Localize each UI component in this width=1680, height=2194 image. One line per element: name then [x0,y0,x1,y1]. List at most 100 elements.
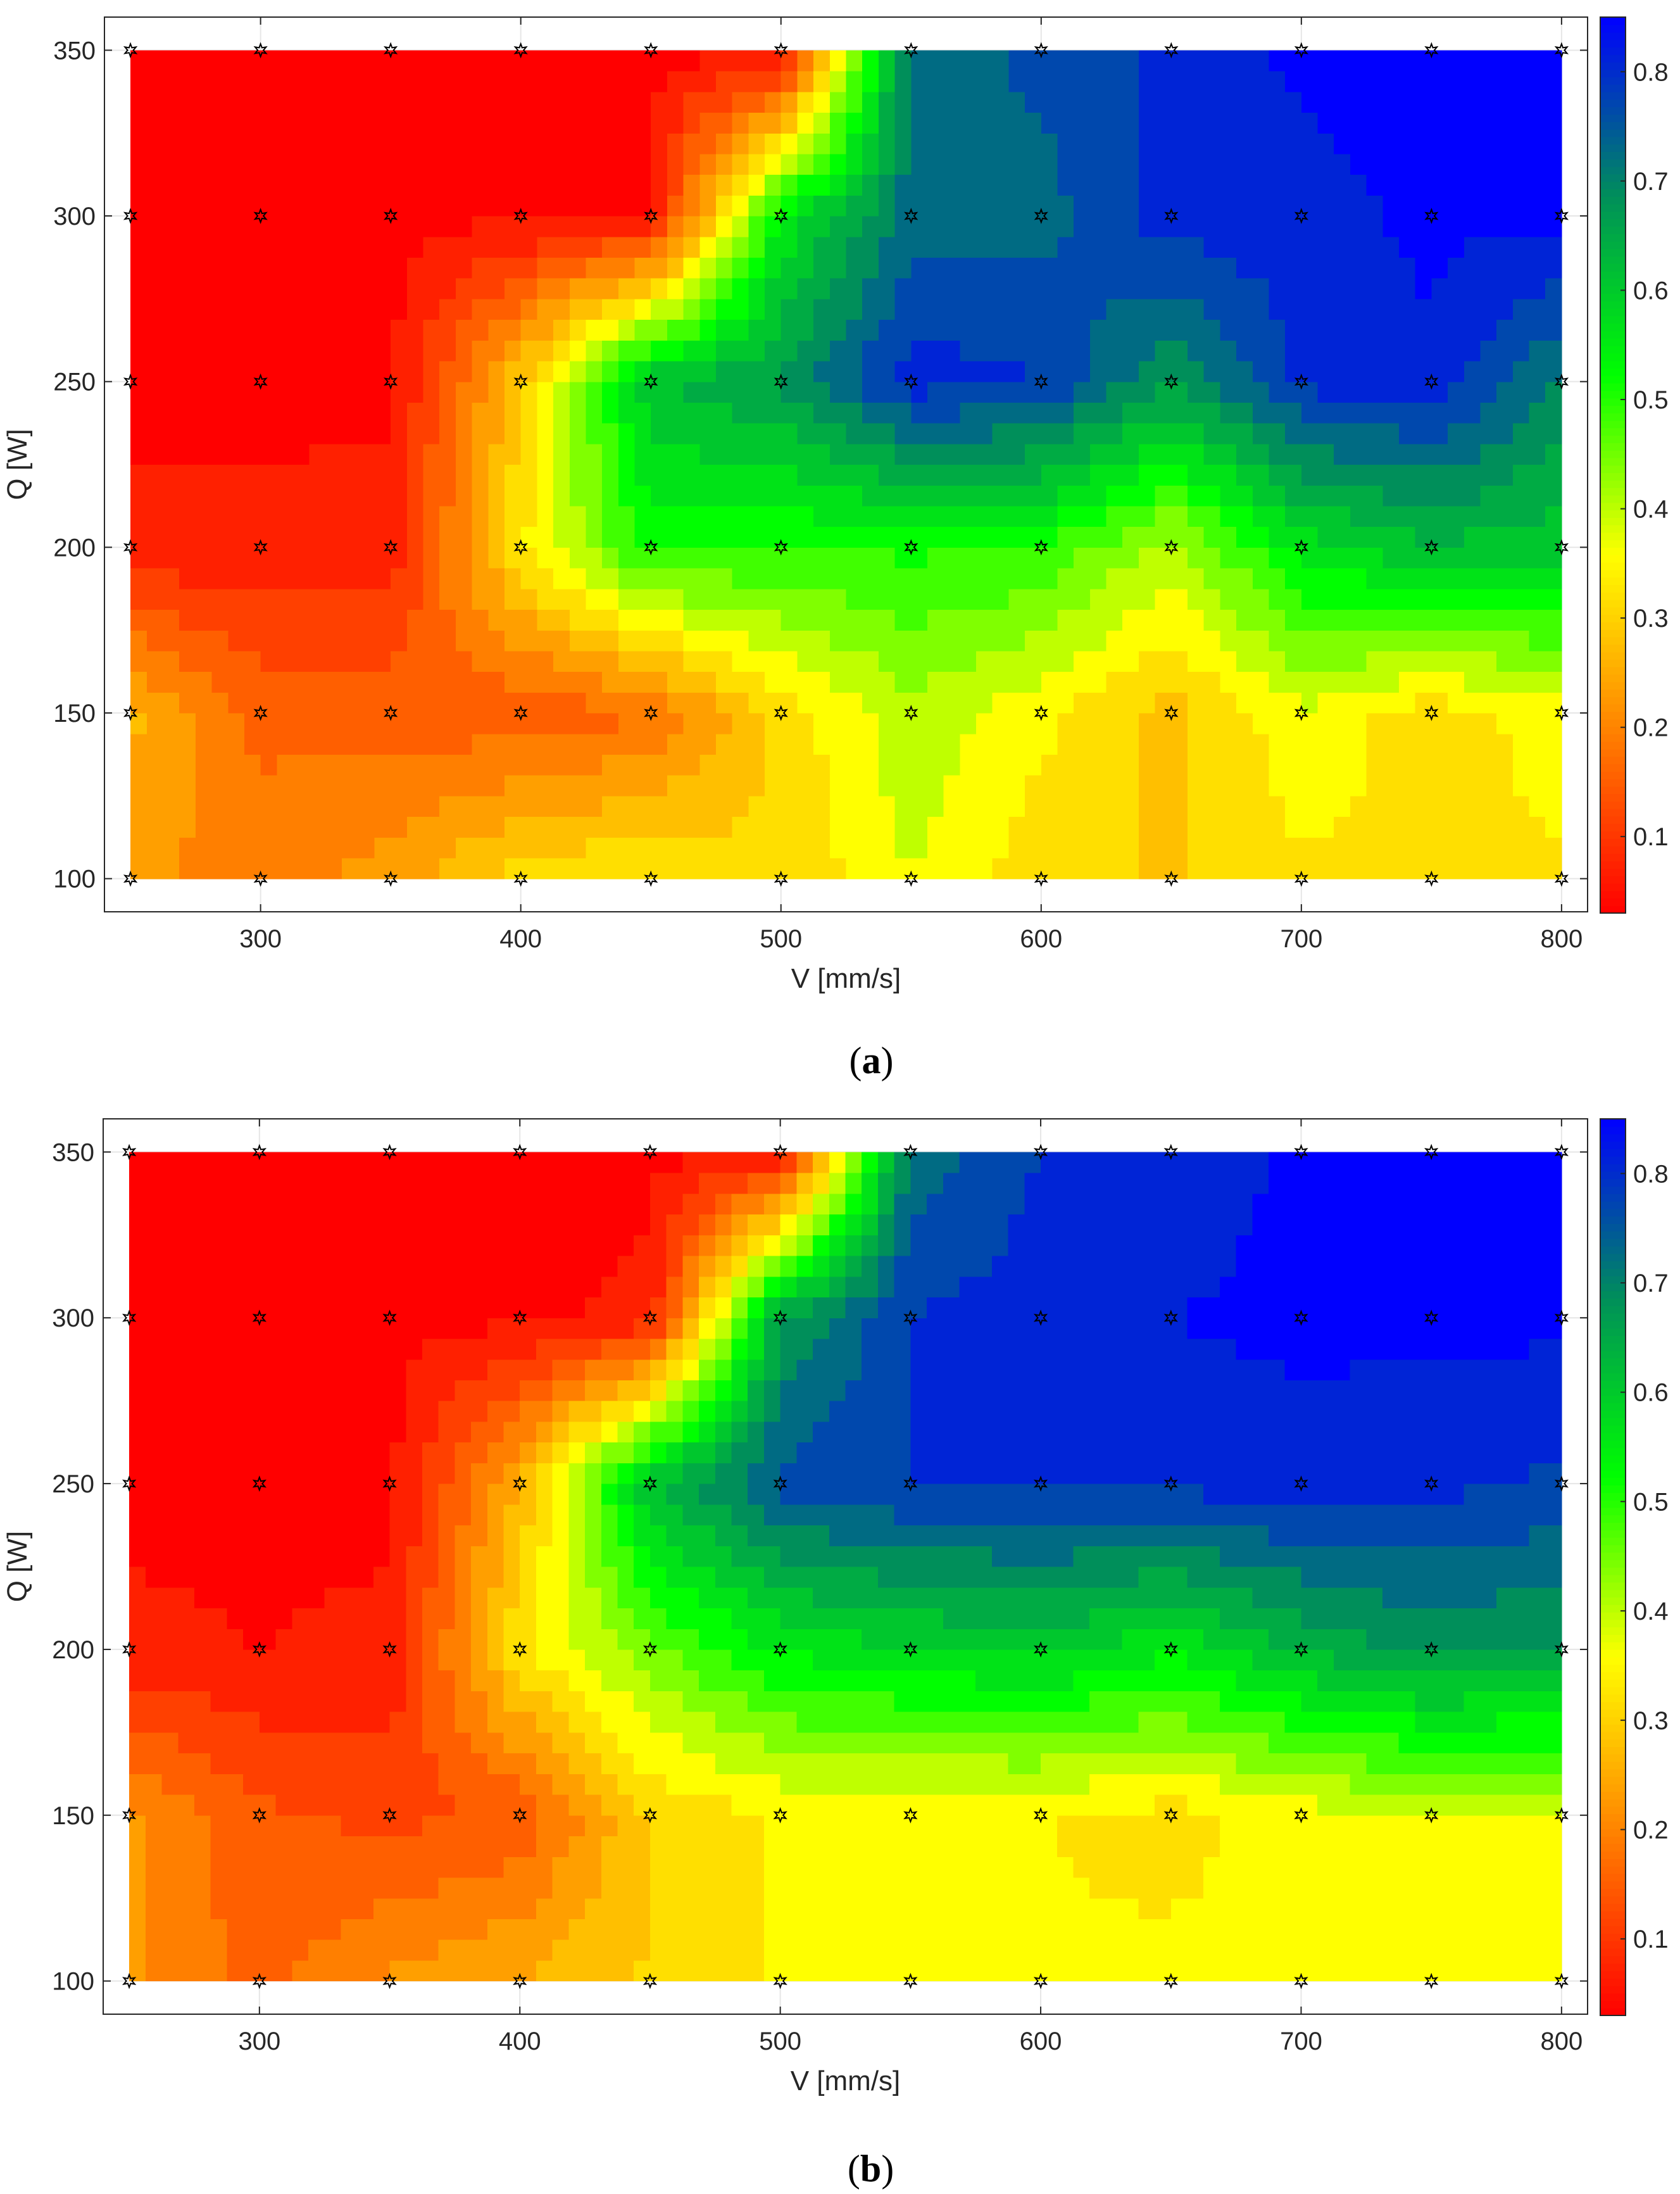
contour-cell [1089,609,1107,631]
contour-cell [569,174,587,196]
contour-cell [1545,671,1562,693]
data-point-marker [904,42,918,59]
contour-cell [1285,133,1302,154]
y-tick-label: 200 [53,534,96,562]
contour-cell [324,1857,341,1878]
contour-cell [1285,754,1302,776]
contour-cell [179,319,196,341]
colorbar-tick-label: 0.4 [1633,496,1669,524]
contour-cell [943,1712,960,1733]
contour-cell [1073,1836,1090,1857]
contour-cell [1170,1670,1188,1691]
contour-cell [1529,485,1546,507]
contour-cell [1545,1836,1562,1857]
contour-cell [1171,671,1188,693]
data-point-marker [383,705,398,721]
contour-cell [178,1670,195,1691]
contour-cell [389,1774,406,1795]
contour-cell [748,650,765,672]
contour-cell [1285,713,1302,734]
contour-cell [1464,50,1481,72]
contour-cell [1025,50,1042,72]
contour-cell [975,1898,993,1919]
contour-cell [1269,340,1286,362]
contour-cell [1317,588,1334,610]
contour-cell [716,505,733,527]
contour-cell [505,153,522,175]
contour-cell [406,1794,423,1816]
contour-cell [1106,858,1123,879]
contour-cell [780,485,798,507]
contour-cell [862,1732,879,1754]
contour-cell [211,402,229,424]
contour-cell [1155,133,1172,154]
contour-cell [277,298,294,320]
contour-cell [438,1649,455,1671]
contour-cell [520,278,537,299]
contour-cell [1138,547,1156,569]
contour-cell [862,1670,879,1691]
contour-cell [618,91,636,113]
contour-cell [765,568,782,589]
contour-cell [780,1939,797,1961]
data-point-marker [1034,373,1048,390]
contour-cell [586,816,603,838]
contour-cell [324,1877,341,1899]
contour-cell [259,1670,277,1691]
contour-cell [146,133,164,154]
contour-cell [569,236,587,258]
contour-cell [1334,402,1351,424]
contour-cell [1382,526,1400,548]
contour-cell [1447,1877,1465,1899]
contour-cell [1138,71,1156,92]
contour-cell [716,319,733,341]
contour-cell [732,236,749,258]
contour-cell [716,858,733,879]
contour-cell [602,381,619,403]
contour-cell [1089,1960,1106,1982]
contour-cell [813,464,831,486]
contour-cell [846,423,863,444]
contour-cell [455,692,473,714]
contour-cell [438,1857,455,1878]
contour-cell [1170,1649,1188,1671]
contour-cell [1041,733,1058,755]
contour-cell [1317,1960,1334,1982]
contour-cell [569,485,587,507]
contour-cell [569,112,587,134]
contour-cell [130,733,147,755]
contour-cell [1138,278,1156,299]
contour-cell [1350,319,1367,341]
contour-cell [163,340,180,362]
contour-cell [1334,526,1351,548]
contour-cell [1480,775,1497,797]
contour-cell [1529,423,1546,444]
contour-cell [1269,1732,1286,1754]
contour-cell [1105,1712,1123,1733]
contour-cell [1415,505,1432,527]
contour-cell [472,50,489,72]
contour-cell [1056,1649,1074,1671]
contour-cell [145,1649,163,1671]
contour-cell [1415,630,1432,652]
contour-cell [1301,775,1319,797]
contour-cell [1431,733,1448,755]
contour-cell [179,381,196,403]
contour-cell [358,298,375,320]
contour-cell [1317,1836,1334,1857]
contour-cell [732,713,749,734]
contour-cell [293,153,310,175]
contour-cell [537,858,554,879]
contour-cell [1138,257,1156,279]
contour-cell [1399,733,1416,755]
contour-cell [439,216,456,237]
contour-cell [179,91,196,113]
contour-cell [552,1691,569,1712]
contour-cell [910,1712,927,1733]
contour-cell [797,733,814,755]
contour-cell [1399,112,1416,134]
contour-cell [1155,1670,1172,1691]
contour-cell [1545,1939,1562,1961]
contour-cell [309,216,326,237]
contour-cell [716,485,733,507]
